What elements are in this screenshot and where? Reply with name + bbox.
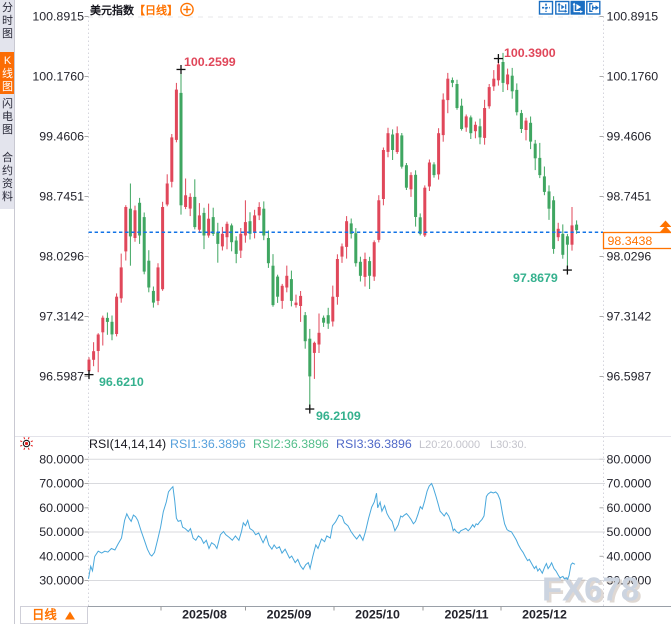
svg-text:96.2109: 96.2109 xyxy=(316,409,361,423)
svg-text:96.6210: 96.6210 xyxy=(99,375,144,389)
svg-text:RSI3:36.3896: RSI3:36.3896 xyxy=(336,437,412,451)
svg-text:100.3900: 100.3900 xyxy=(504,46,556,60)
svg-text:100.1760: 100.1760 xyxy=(32,70,84,84)
svg-text:96.5987: 96.5987 xyxy=(607,370,652,384)
svg-text:70.0000: 70.0000 xyxy=(39,477,84,491)
svg-text:80.0000: 80.0000 xyxy=(39,453,84,467)
svg-text:2025/08: 2025/08 xyxy=(182,608,227,622)
svg-text:60.0000: 60.0000 xyxy=(39,501,84,515)
svg-text:30.0000: 30.0000 xyxy=(39,574,84,588)
svg-text:98.7451: 98.7451 xyxy=(39,190,84,204)
svg-text:60.0000: 60.0000 xyxy=(607,501,652,515)
svg-text:97.8679: 97.8679 xyxy=(513,271,558,285)
svg-text:97.3142: 97.3142 xyxy=(607,310,652,324)
svg-text:FX678: FX678 xyxy=(545,573,642,610)
svg-text:30.0000: 30.0000 xyxy=(607,574,652,588)
svg-text:40.0000: 40.0000 xyxy=(39,550,84,564)
svg-text:98.0296: 98.0296 xyxy=(607,250,652,264)
svg-text:40.0000: 40.0000 xyxy=(607,550,652,564)
svg-text:96.5987: 96.5987 xyxy=(39,370,84,384)
svg-text:50.0000: 50.0000 xyxy=(607,525,652,539)
svg-text:日线: 日线 xyxy=(32,607,57,622)
svg-text:100.8915: 100.8915 xyxy=(607,10,659,24)
svg-text:RSI2:36.3896: RSI2:36.3896 xyxy=(253,437,329,451)
svg-text:99.4606: 99.4606 xyxy=(39,130,84,144)
svg-text:100.1760: 100.1760 xyxy=(607,70,659,84)
svg-text:98.7451: 98.7451 xyxy=(607,190,652,204)
svg-text:L30:30.: L30:30. xyxy=(490,439,527,451)
svg-text:L20:20.0000: L20:20.0000 xyxy=(419,439,480,451)
svg-text:50.0000: 50.0000 xyxy=(39,525,84,539)
svg-text:100.8915: 100.8915 xyxy=(32,10,84,24)
svg-text:RSI1:36.3896: RSI1:36.3896 xyxy=(170,437,246,451)
svg-text:FX678: FX678 xyxy=(542,571,639,608)
svg-text:2025/10: 2025/10 xyxy=(355,608,400,622)
svg-text:2025/11: 2025/11 xyxy=(444,608,488,622)
svg-text:98.3438: 98.3438 xyxy=(608,234,653,248)
svg-text:2025/12: 2025/12 xyxy=(522,608,567,622)
svg-text:RSI(14,14,14): RSI(14,14,14) xyxy=(89,437,166,451)
svg-text:99.4606: 99.4606 xyxy=(607,130,652,144)
svg-text:98.0296: 98.0296 xyxy=(39,250,84,264)
svg-text:70.0000: 70.0000 xyxy=(607,477,652,491)
svg-text:2025/09: 2025/09 xyxy=(267,608,312,622)
svg-text:80.0000: 80.0000 xyxy=(607,453,652,467)
svg-text:100.2599: 100.2599 xyxy=(184,55,236,69)
svg-text:97.3142: 97.3142 xyxy=(39,310,84,324)
